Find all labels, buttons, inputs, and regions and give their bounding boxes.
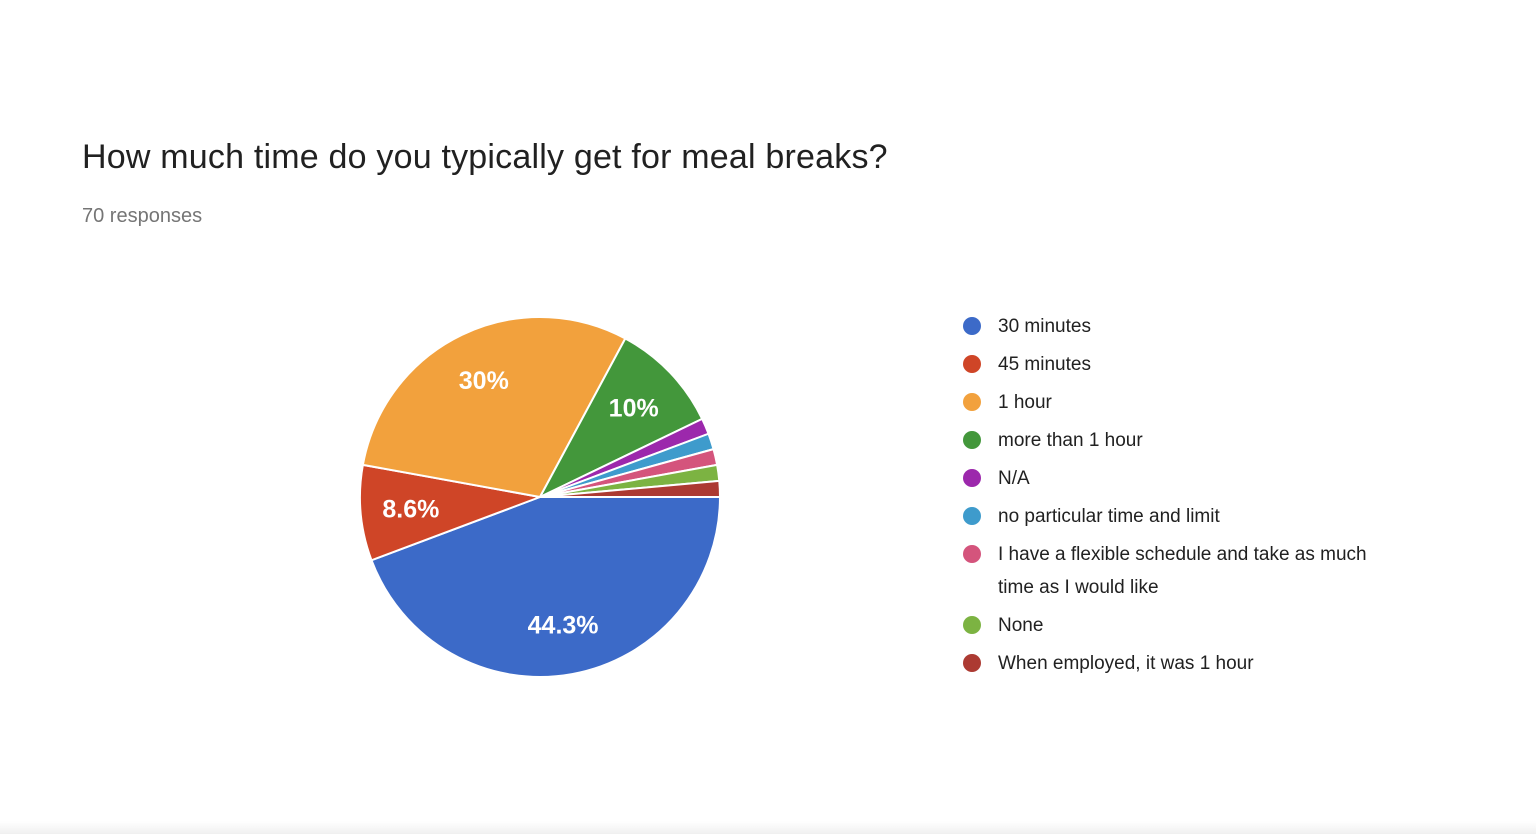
legend-item: more than 1 hour [963, 424, 1403, 457]
pie-slice[interactable] [370, 496, 721, 678]
legend-label: 30 minutes [998, 316, 1091, 337]
pie-slice[interactable] [361, 315, 627, 498]
response-count: 70 responses [82, 205, 203, 227]
question-title: How much time do you typically get for m… [82, 138, 888, 176]
legend-item: no particular time and limit [963, 500, 1403, 533]
legend-label: When employed, it was 1 hour [998, 653, 1254, 674]
legend-dot-icon [963, 355, 981, 373]
bottom-shadow-gradient [0, 821, 1536, 834]
legend-label: I have a flexible schedule and take as m… [998, 544, 1367, 598]
legend-label: 1 hour [998, 392, 1052, 413]
legend-item: 30 minutes [963, 310, 1403, 343]
legend-item: None [963, 609, 1403, 642]
pie-chart: 44.3% 8.6% 30% 10% [358, 315, 722, 678]
legend: 30 minutes 45 minutes 1 hour more than 1 ho… [963, 310, 1403, 685]
legend-item: N/A [963, 462, 1403, 495]
pie-slice-label: 44.3% [528, 612, 599, 640]
pie-slice[interactable] [539, 337, 704, 498]
pie-slice-label: 30% [459, 367, 509, 395]
legend-dot-icon [963, 431, 981, 449]
legend-dot-icon [963, 654, 981, 672]
legend-label: N/A [998, 468, 1030, 489]
legend-dot-icon [963, 616, 981, 634]
pie-slice[interactable] [539, 479, 722, 498]
legend-item: 1 hour [963, 386, 1403, 419]
legend-label: 45 minutes [998, 354, 1091, 375]
pie-slice-label: 8.6% [382, 496, 439, 524]
legend-item: When employed, it was 1 hour [963, 647, 1403, 680]
legend-label: None [998, 615, 1044, 636]
pie-slice-label: 10% [609, 394, 659, 422]
legend-dot-icon [963, 545, 981, 563]
legend-dot-icon [963, 507, 981, 525]
legend-dot-icon [963, 469, 981, 487]
legend-label: no particular time and limit [998, 506, 1220, 527]
legend-dot-icon [963, 317, 981, 335]
legend-dot-icon [963, 393, 981, 411]
pie-slice[interactable] [358, 463, 541, 562]
legend-item: 45 minutes [963, 348, 1403, 381]
pie-chart-area: 44.3% 8.6% 30% 10% [357, 314, 723, 680]
legend-label: more than 1 hour [998, 430, 1143, 451]
legend-item: I have a flexible schedule and take as m… [963, 538, 1403, 604]
